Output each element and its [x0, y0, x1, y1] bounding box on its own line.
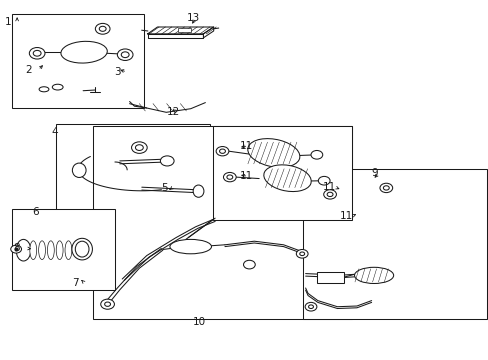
Text: 2: 2 — [25, 65, 32, 75]
Text: 11: 11 — [239, 141, 252, 151]
Ellipse shape — [72, 163, 86, 177]
Ellipse shape — [56, 241, 63, 260]
Text: 5: 5 — [161, 183, 168, 193]
Bar — [212, 126, 351, 220]
Polygon shape — [147, 27, 213, 34]
Ellipse shape — [30, 241, 37, 260]
Ellipse shape — [61, 41, 107, 63]
Bar — [56, 124, 210, 211]
Ellipse shape — [52, 84, 63, 90]
Circle shape — [160, 156, 174, 166]
Circle shape — [117, 49, 133, 60]
Ellipse shape — [72, 238, 92, 260]
Circle shape — [11, 245, 21, 253]
Text: 12: 12 — [167, 107, 180, 117]
Ellipse shape — [354, 267, 393, 284]
Text: 4: 4 — [51, 127, 58, 138]
Circle shape — [216, 147, 228, 156]
Circle shape — [223, 172, 236, 182]
Circle shape — [383, 186, 388, 190]
Ellipse shape — [170, 239, 211, 254]
Bar — [12, 14, 144, 108]
Circle shape — [296, 249, 307, 258]
Ellipse shape — [39, 87, 49, 92]
Ellipse shape — [75, 241, 89, 257]
Ellipse shape — [16, 239, 31, 261]
Circle shape — [99, 26, 106, 31]
Text: 1: 1 — [5, 17, 12, 27]
Circle shape — [299, 252, 304, 256]
Ellipse shape — [264, 165, 310, 192]
Circle shape — [318, 176, 329, 185]
Circle shape — [323, 190, 336, 199]
Text: 9: 9 — [371, 168, 378, 178]
Bar — [12, 209, 115, 290]
Ellipse shape — [193, 185, 203, 197]
Text: 6: 6 — [32, 207, 39, 217]
Bar — [93, 126, 351, 319]
Circle shape — [33, 50, 41, 56]
Text: 11: 11 — [322, 182, 335, 192]
Circle shape — [135, 145, 143, 150]
Polygon shape — [147, 34, 203, 38]
Circle shape — [226, 175, 232, 179]
Circle shape — [310, 150, 322, 159]
Text: 10: 10 — [193, 317, 206, 327]
Circle shape — [326, 192, 332, 197]
Circle shape — [95, 23, 110, 34]
Bar — [303, 169, 486, 319]
Circle shape — [131, 142, 147, 153]
Circle shape — [104, 302, 110, 306]
Text: 13: 13 — [186, 13, 200, 23]
Bar — [316, 272, 343, 283]
Circle shape — [243, 260, 255, 269]
Circle shape — [29, 48, 45, 59]
Ellipse shape — [65, 241, 72, 260]
Bar — [178, 28, 190, 32]
Ellipse shape — [39, 241, 45, 260]
Text: 11: 11 — [339, 211, 352, 221]
Text: 8: 8 — [14, 243, 20, 253]
Text: 3: 3 — [114, 67, 121, 77]
Circle shape — [219, 149, 225, 153]
Ellipse shape — [247, 139, 299, 167]
Circle shape — [101, 299, 114, 309]
Polygon shape — [203, 27, 213, 38]
Text: 7: 7 — [72, 278, 79, 288]
Circle shape — [379, 183, 392, 193]
Ellipse shape — [47, 241, 54, 260]
Circle shape — [305, 302, 316, 311]
Circle shape — [308, 305, 313, 309]
Circle shape — [121, 52, 129, 58]
Text: 11: 11 — [239, 171, 252, 181]
